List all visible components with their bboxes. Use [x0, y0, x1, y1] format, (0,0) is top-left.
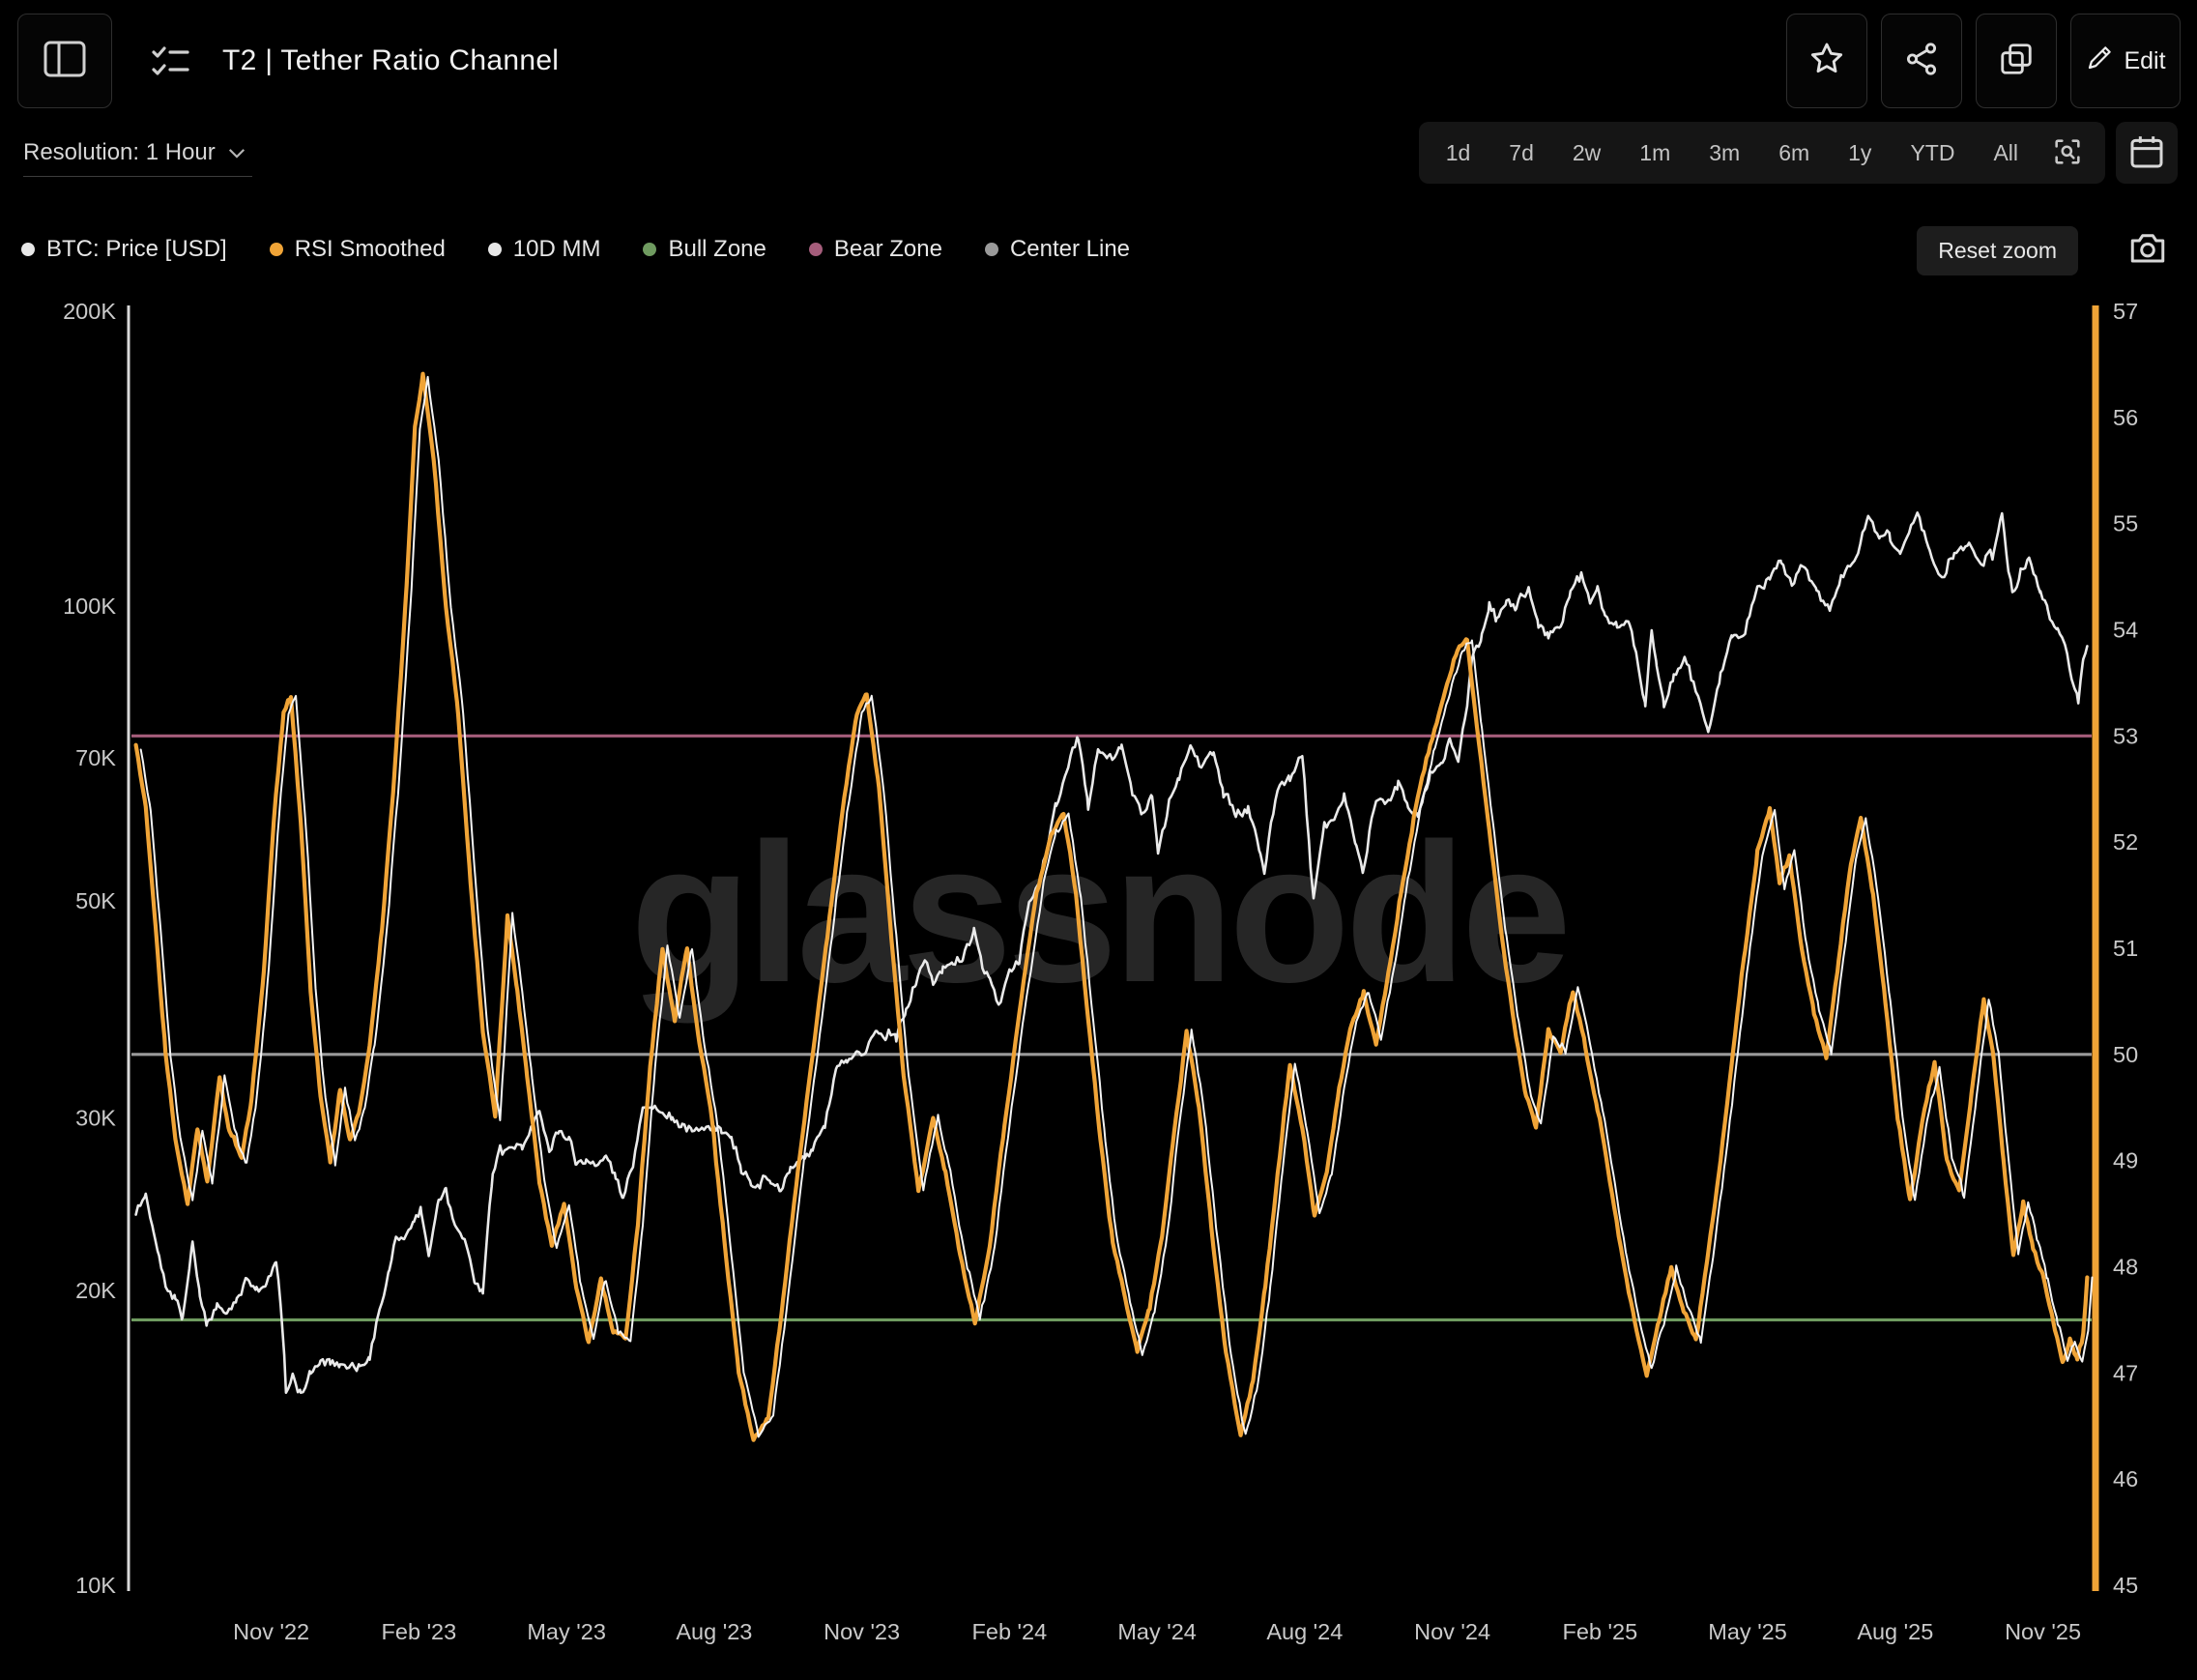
copy-icon [1998, 41, 2035, 82]
legend: BTC: Price [USD] RSI Smoothed 10D MM Bul… [21, 236, 1130, 263]
chevron-down-icon [227, 139, 246, 166]
series-dot-10d-mm [487, 243, 502, 256]
x-tick: May '24 [1117, 1619, 1197, 1644]
y-left-tick: 100K [63, 594, 116, 619]
calendar-button[interactable] [2116, 122, 2178, 184]
legend-label-center-line: Center Line [1009, 236, 1131, 262]
screenshot-button[interactable] [2122, 226, 2174, 272]
y-right-tick: 53 [2113, 723, 2138, 748]
copy-button[interactable] [1976, 14, 2057, 108]
range-all[interactable]: All [1974, 122, 2038, 184]
y-right-tick: 50 [2113, 1042, 2138, 1067]
legend-label-btc-price: BTC: Price [USD] [46, 236, 227, 262]
series-dot-rsi-smoothed [269, 243, 283, 256]
y-left-tick: 70K [75, 745, 116, 770]
legend-label-bear-zone: Bear Zone [833, 236, 942, 262]
box-zoom-button[interactable] [2038, 122, 2097, 184]
y-right-tick: 47 [2113, 1360, 2138, 1385]
calendar-icon [2127, 132, 2166, 174]
series-dot-center-line [984, 243, 998, 256]
range-2w[interactable]: 2w [1553, 122, 1620, 184]
reset-zoom-button[interactable]: Reset zoom [1917, 226, 2078, 275]
x-tick: Nov '22 [233, 1619, 309, 1644]
resolution-label: Resolution: 1 Hour [23, 139, 216, 165]
page-title: T2 | Tether Ratio Channel [222, 44, 560, 76]
y-left-tick: 20K [75, 1278, 116, 1303]
x-tick: Feb '23 [382, 1619, 457, 1644]
y-right-tick: 49 [2113, 1148, 2138, 1173]
series-dot-bull-zone [643, 243, 657, 256]
y-right-tick: 55 [2113, 511, 2138, 536]
indicator-settings-icon[interactable] [145, 37, 195, 87]
x-tick: May '25 [1708, 1619, 1787, 1644]
legend-item-bear-zone[interactable]: Bear Zone [808, 236, 942, 263]
legend-item-rsi-smoothed[interactable]: RSI Smoothed [269, 236, 446, 263]
range-ytd[interactable]: YTD [1891, 122, 1974, 184]
x-tick: Nov '24 [1414, 1619, 1490, 1644]
right-rsi-axis-bar [2092, 305, 2099, 1591]
x-tick: Feb '25 [1562, 1619, 1637, 1644]
box-zoom-icon [2051, 135, 2084, 171]
x-tick: Nov '25 [2005, 1619, 2081, 1644]
pencil-icon [2085, 43, 2114, 79]
y-right-tick: 46 [2113, 1466, 2138, 1492]
legend-item-center-line[interactable]: Center Line [984, 236, 1131, 263]
series-dot-bear-zone [808, 243, 823, 256]
y-right-tick: 54 [2113, 618, 2138, 643]
range-3m[interactable]: 3m [1690, 122, 1759, 184]
x-tick: Aug '25 [1857, 1619, 1933, 1644]
rsi-smoothed-line [133, 371, 2090, 1442]
y-right-tick: 45 [2113, 1573, 2138, 1598]
range-6m[interactable]: 6m [1759, 122, 1829, 184]
time-range-bar: 1d 7d 2w 1m 3m 6m 1y YTD All [1418, 122, 2105, 184]
range-7d[interactable]: 7d [1489, 122, 1553, 184]
camera-icon [2127, 234, 2168, 271]
series-dot-btc-price [21, 243, 35, 256]
y-right-tick: 51 [2113, 936, 2138, 961]
favorite-button[interactable] [1786, 14, 1867, 108]
share-button[interactable] [1881, 14, 1962, 108]
legend-label-rsi-smoothed: RSI Smoothed [294, 236, 446, 262]
range-1m[interactable]: 1m [1620, 122, 1690, 184]
sidebar-toggle-button[interactable] [17, 14, 112, 108]
resolution-dropdown[interactable]: Resolution: 1 Hour [23, 137, 252, 177]
x-tick: Aug '24 [1266, 1619, 1343, 1644]
panel-left-icon [43, 40, 86, 83]
y-right-tick: 56 [2113, 405, 2138, 430]
10d-mm-line [139, 375, 2094, 1438]
star-icon [1807, 40, 1846, 83]
share-icon [1903, 41, 1940, 82]
legend-item-bull-zone[interactable]: Bull Zone [643, 236, 766, 263]
x-tick: Aug '23 [676, 1619, 752, 1644]
y-left-tick: 50K [75, 888, 116, 913]
x-tick: Nov '23 [824, 1619, 900, 1644]
btc-price-line [134, 511, 2089, 1395]
y-left-tick: 10K [75, 1573, 116, 1598]
x-tick: May '23 [527, 1619, 606, 1644]
edit-button-label: Edit [2124, 46, 2166, 74]
range-1d[interactable]: 1d [1427, 122, 1490, 184]
legend-label-bull-zone: Bull Zone [668, 236, 766, 262]
x-tick: Feb '24 [972, 1619, 1048, 1644]
legend-label-10d-mm: 10D MM [512, 236, 601, 262]
range-1y[interactable]: 1y [1829, 122, 1891, 184]
legend-item-btc-price[interactable]: BTC: Price [USD] [21, 236, 227, 263]
y-left-tick: 30K [75, 1106, 116, 1131]
y-left-tick: 200K [63, 299, 116, 324]
edit-button[interactable]: Edit [2070, 14, 2181, 108]
y-right-tick: 57 [2113, 299, 2138, 324]
legend-item-10d-mm[interactable]: 10D MM [487, 236, 601, 263]
y-right-tick: 48 [2113, 1255, 2138, 1280]
y-right-tick: 52 [2113, 829, 2138, 854]
